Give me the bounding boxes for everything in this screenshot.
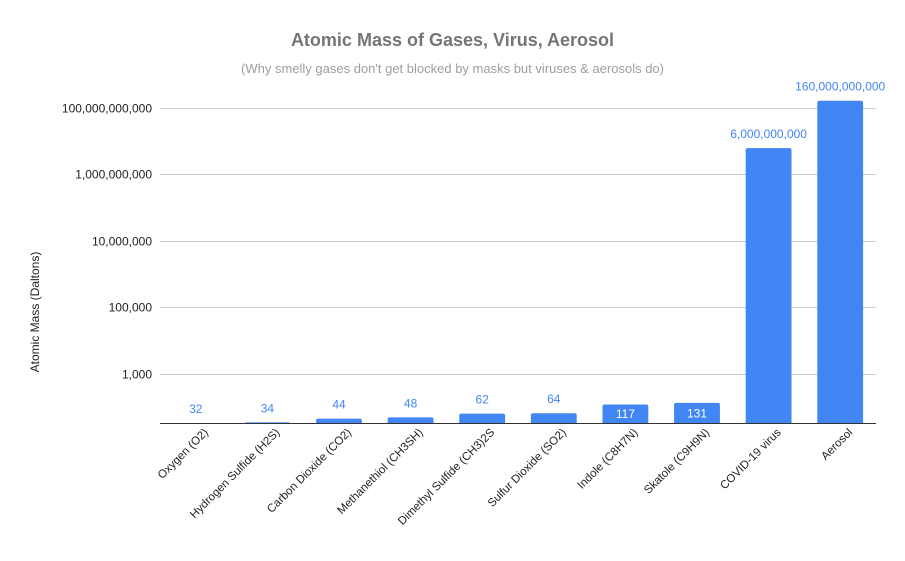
bar — [674, 402, 720, 423]
data-label: 32 — [189, 402, 203, 416]
x-tick-label: Indole (C8H7N) — [576, 427, 641, 492]
chart-subtitle: (Why smelly gases don't get blocked by m… — [241, 61, 664, 76]
bar — [316, 418, 362, 423]
data-label: 44 — [332, 398, 346, 412]
y-tick-label: 1,000,000,000 — [75, 168, 152, 182]
data-label: 34 — [261, 401, 275, 415]
y-tick-label: 100,000 — [109, 301, 153, 315]
y-tick-label: 10,000,000 — [92, 235, 152, 249]
bars — [244, 100, 864, 425]
y-tick-label: 1,000 — [122, 368, 152, 382]
chart-title: Atomic Mass of Gases, Virus, Aerosol — [290, 30, 615, 50]
data-label: 62 — [476, 393, 490, 407]
y-axis-label: Atomic Mass (Daltons) — [28, 252, 42, 373]
x-tick-label: Aerosol — [819, 427, 855, 463]
bar — [459, 413, 506, 423]
bar — [602, 404, 649, 423]
bar — [244, 422, 291, 425]
y-axis-ticks: 1,000 100,000 10,000,000 1,000,000,000 100,0… — [62, 102, 152, 382]
data-label: 160,000,000,000 — [795, 80, 885, 94]
bar — [530, 413, 577, 423]
data-labels: 32 34 44 48 62 64 117 131 6,000,000,000 160,000,0… — [189, 80, 885, 422]
x-axis-labels: Oxygen (O2)Hydrogen Sulfide (H2S)Carbon … — [156, 426, 855, 527]
data-label: 6,000,000,000 — [730, 127, 807, 141]
bar — [817, 100, 864, 423]
bar — [387, 417, 434, 423]
data-label: 131 — [687, 406, 707, 420]
data-label: 48 — [404, 396, 418, 410]
y-tick-label: 100,000,000,000 — [62, 102, 152, 116]
x-tick-label: Oxygen (O2) — [156, 427, 211, 482]
bar — [745, 148, 792, 423]
data-label: 64 — [547, 392, 561, 406]
data-label: 117 — [616, 407, 635, 421]
x-tick-label: Sulfur Dioxide (SO2) — [486, 427, 569, 510]
x-tick-label: Skatole (C9H9N) — [642, 427, 712, 497]
x-tick-label: COVID-19 virus — [718, 426, 784, 492]
